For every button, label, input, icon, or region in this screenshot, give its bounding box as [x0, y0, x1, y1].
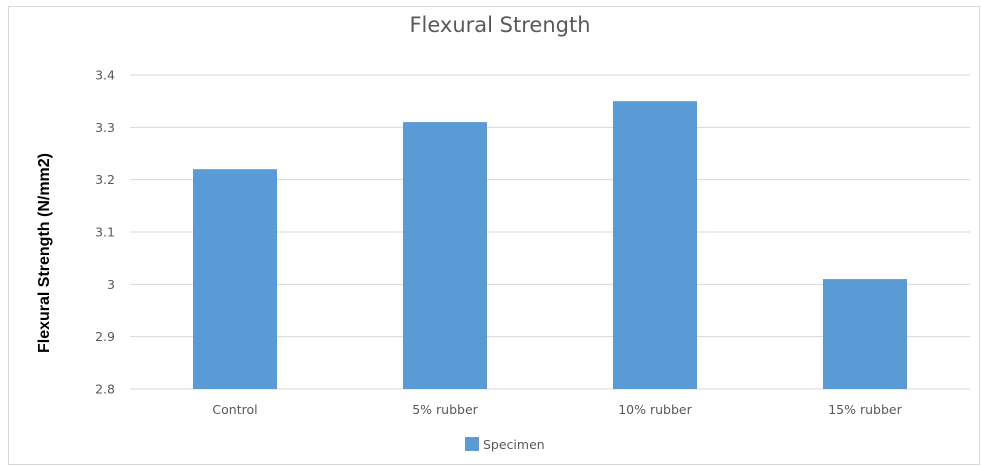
x-tick-label: 10% rubber [618, 402, 692, 417]
y-tick-label: 3.4 [95, 68, 115, 83]
x-tick-label: Control [212, 402, 257, 417]
x-tick-label: 15% rubber [828, 402, 902, 417]
chart-title: Flexural Strength [409, 13, 590, 37]
y-tick-label: 2.8 [95, 382, 115, 397]
y-tick-label: 3.1 [95, 225, 115, 240]
legend-label-specimen: Specimen [483, 437, 545, 452]
x-tick-label: 5% rubber [412, 402, 478, 417]
y-tick-label: 2.9 [95, 329, 115, 344]
bar-15-rubber [823, 279, 907, 389]
bar-10-rubber [613, 101, 697, 390]
y-axis-ticks: 2.8 2.9 3 3.1 3.2 3.3 3.4 [95, 68, 115, 397]
y-axis-title: Flexural Strength (N/mm2) [36, 153, 53, 353]
y-tick-label: 3 [107, 277, 115, 292]
legend-swatch-specimen [465, 437, 479, 451]
x-axis-ticks: Control 5% rubber 10% rubber 15% rubber [212, 402, 902, 417]
bar-control [193, 169, 277, 389]
y-tick-label: 3.3 [95, 120, 115, 135]
bar-5-rubber [403, 122, 487, 389]
y-tick-label: 3.2 [95, 172, 115, 187]
bars [193, 101, 907, 390]
legend: Specimen [465, 437, 545, 452]
